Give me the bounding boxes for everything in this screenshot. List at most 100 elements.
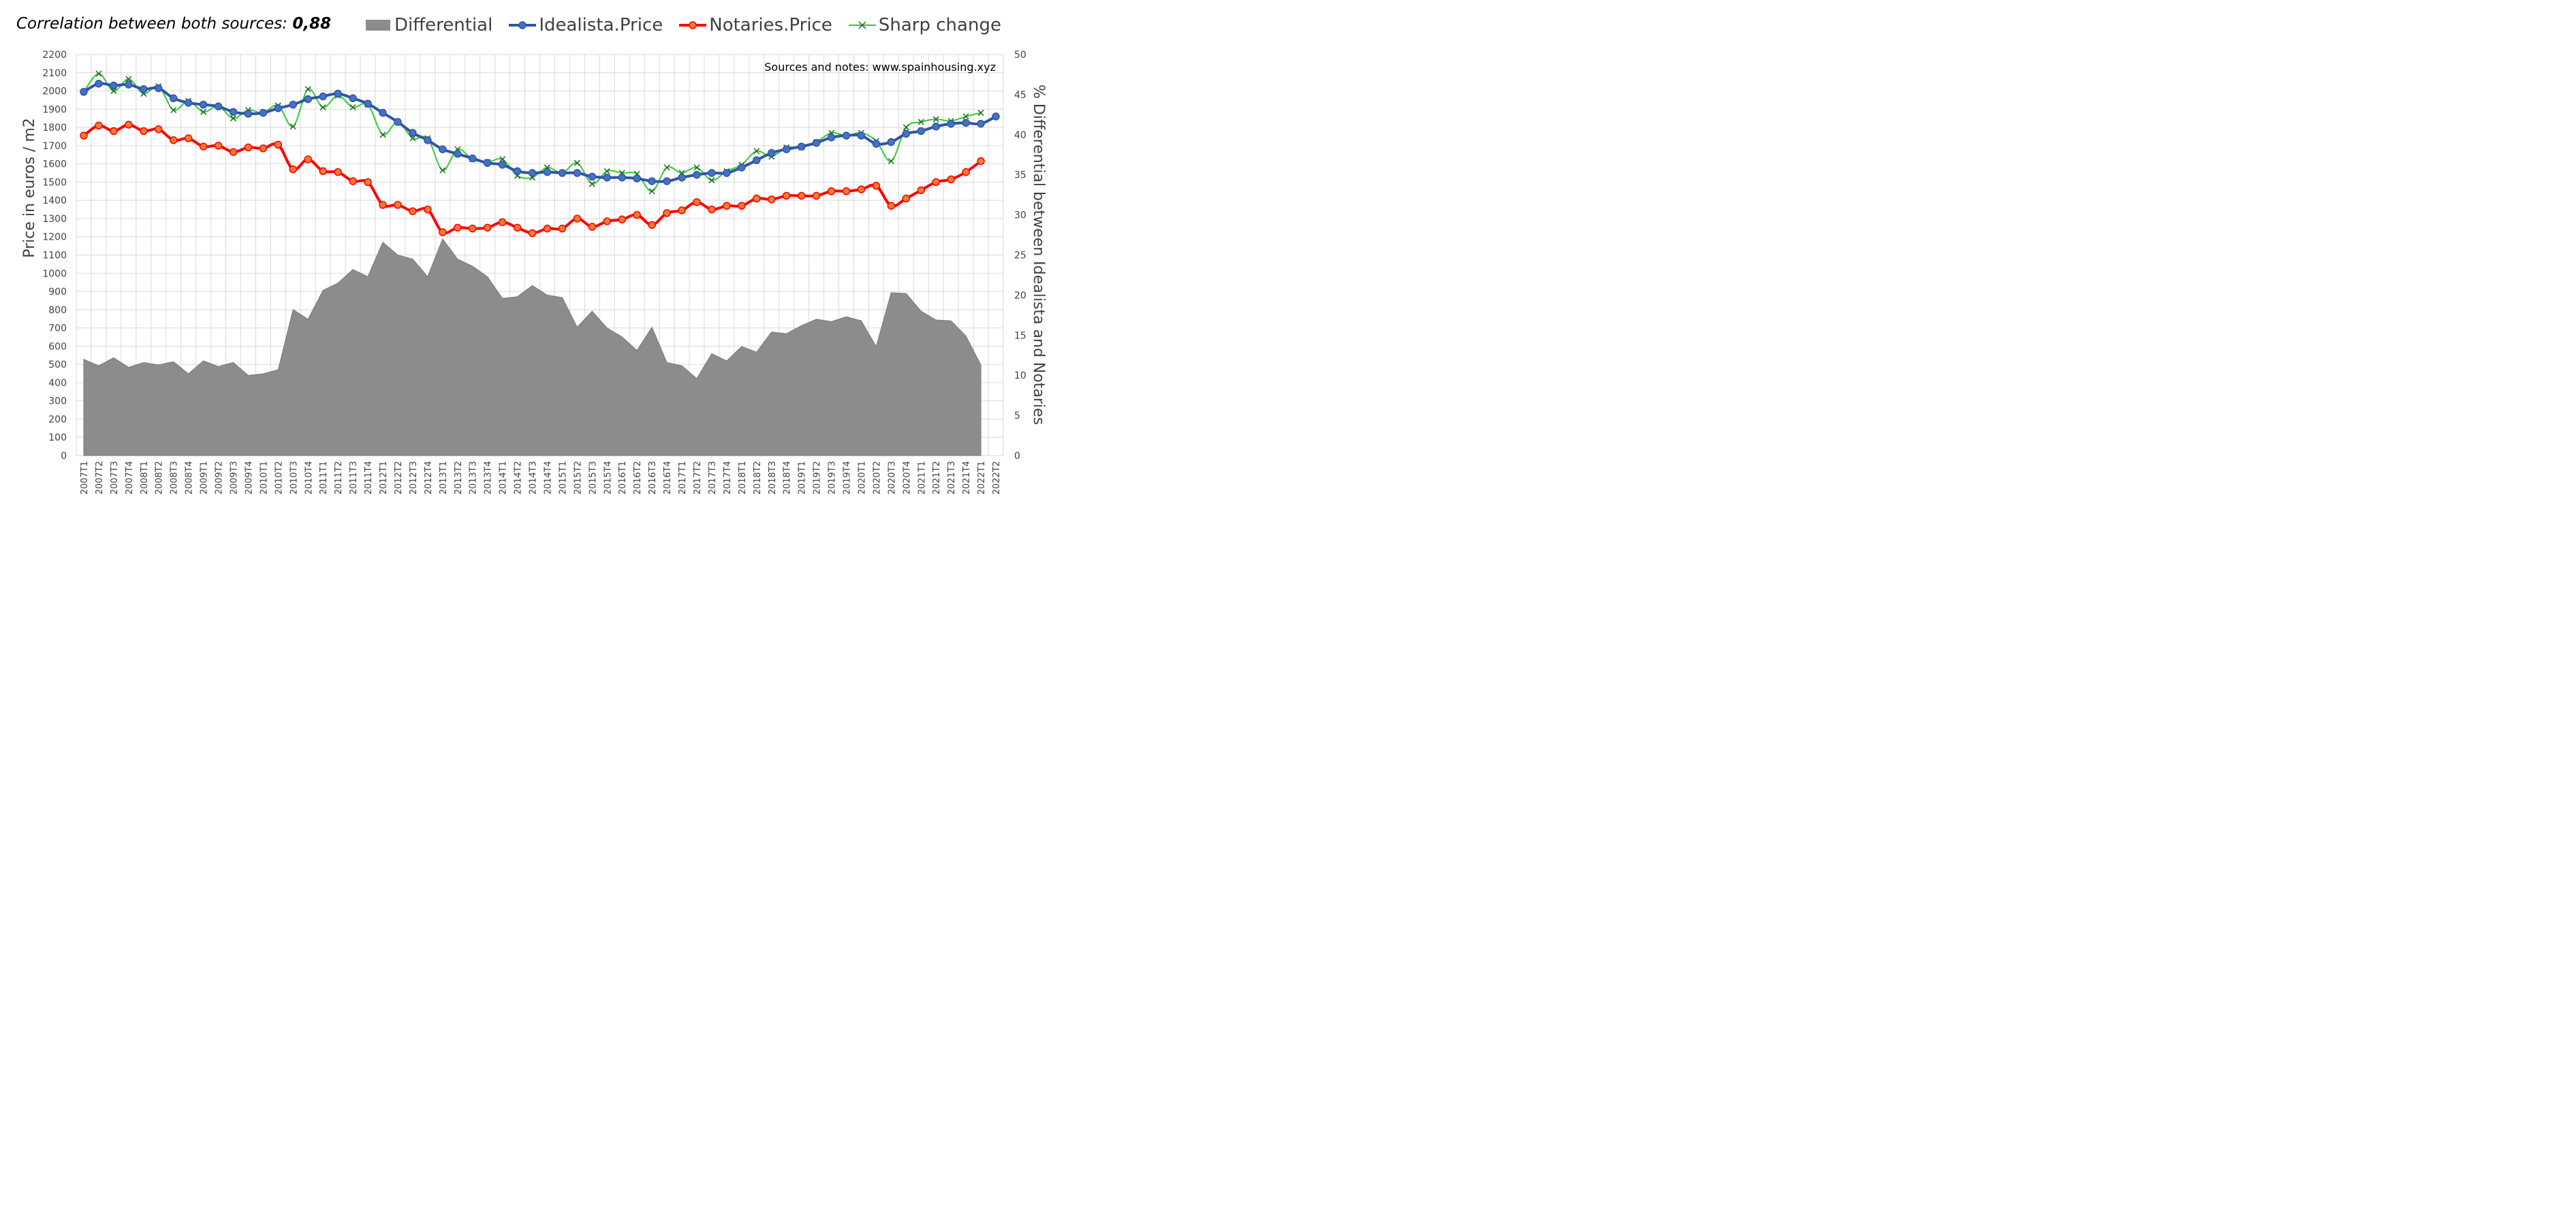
y2-tick-label: 45 <box>1014 90 1026 101</box>
x-tick-label: 2020T1 <box>857 461 867 494</box>
y-tick-label: 1200 <box>42 232 67 243</box>
idealista-price-point <box>483 159 492 168</box>
notaries-price-point <box>304 155 312 163</box>
legend-line-swatch <box>848 21 876 29</box>
x-tick-label: 2021T2 <box>932 461 942 494</box>
notaries-price-point <box>708 205 716 214</box>
idealista-price-point <box>439 145 447 153</box>
x-tick-label: 2011T4 <box>364 461 374 494</box>
idealista-price-point <box>468 154 477 163</box>
y-tick-label: 1100 <box>42 251 67 261</box>
x-tick-label: 2007T4 <box>125 461 135 494</box>
idealista-price-point <box>768 148 776 157</box>
y-tick-label: 1400 <box>42 195 67 206</box>
idealista-price-point <box>738 163 746 172</box>
x-tick-label: 2016T4 <box>663 461 673 494</box>
sources-note: Sources and notes: www.spainhousing.xyz <box>764 61 996 74</box>
legend-label: Differential <box>394 15 493 35</box>
idealista-price-point <box>962 118 970 127</box>
x-tick-label: 2011T2 <box>334 461 344 494</box>
y2-tick-label: 15 <box>1014 330 1026 341</box>
y-tick-label: 100 <box>48 432 67 443</box>
notaries-price-point <box>349 177 357 185</box>
x-tick-label: 2014T1 <box>499 461 509 494</box>
notaries-price-point <box>125 121 133 129</box>
y-tick-label: 1500 <box>42 177 67 188</box>
notaries-price-point <box>274 140 283 149</box>
y-tick-label: 0 <box>61 451 67 462</box>
sharp-change-point <box>648 188 655 195</box>
y2-tick-label: 0 <box>1014 451 1020 462</box>
y-tick-label: 700 <box>48 323 67 334</box>
y2-tick-label: 35 <box>1014 170 1026 181</box>
idealista-price-point <box>543 168 552 176</box>
x-tick-label: 2015T3 <box>588 461 598 494</box>
correlation-text: Correlation between both sources: 0,88 <box>16 15 331 33</box>
x-tick-label: 2013T4 <box>484 461 494 494</box>
x-tick-label: 2019T1 <box>798 461 808 494</box>
idealista-price-point <box>902 129 911 138</box>
notaries-price-point <box>498 218 507 227</box>
notaries-price-point <box>214 142 223 150</box>
x-tick-label: 2015T1 <box>558 461 568 494</box>
legend-label: Sharp change <box>878 15 1001 35</box>
x-tick-label: 2020T3 <box>887 461 897 494</box>
y2-tick-label: 50 <box>1014 50 1026 61</box>
y-tick-label: 2200 <box>42 50 67 61</box>
x-tick-label: 2009T1 <box>200 461 210 494</box>
x-tick-label: 2009T3 <box>229 461 239 494</box>
x-tick-label: 2020T2 <box>872 461 882 494</box>
idealista-price-point <box>663 177 671 185</box>
notaries-price-point <box>738 202 746 210</box>
x-tick-label: 2007T1 <box>80 461 90 494</box>
legend-item-differential: Differential <box>364 15 492 35</box>
sharp-change-point <box>574 159 580 166</box>
idealista-price-point <box>199 100 208 109</box>
x-tick-label: 2008T2 <box>155 461 165 494</box>
idealista-price-point <box>857 131 866 140</box>
notaries-price-point <box>95 121 103 130</box>
sharp-change-point <box>439 167 446 174</box>
idealista-price-point <box>379 108 387 117</box>
idealista-price-point <box>498 161 507 169</box>
notaries-price-point <box>633 210 641 219</box>
notaries-price-point <box>693 198 701 206</box>
idealista-price-point <box>992 112 1000 121</box>
idealista-price-point <box>184 99 193 107</box>
notaries-price-point <box>154 125 163 133</box>
idealista-price-point <box>782 145 791 153</box>
x-tick-label: 2015T2 <box>573 461 583 494</box>
y-tick-label: 2100 <box>42 68 67 79</box>
notaries-price-point <box>80 131 88 140</box>
left-axis-ticks: 0 100 200 300 400 500 600 700 800 900 1000 1100 1200… <box>42 50 67 462</box>
sharp-change-point <box>902 124 909 131</box>
idealista-price-point <box>319 92 327 101</box>
sharp-change-point <box>932 116 939 123</box>
y-tick-label: 900 <box>48 287 67 298</box>
sharp-change-point <box>693 164 700 171</box>
idealista-price-point <box>214 102 223 111</box>
idealista-price-point <box>304 95 312 104</box>
notaries-price-point <box>917 186 926 195</box>
x-tick-label: 2018T3 <box>768 461 778 494</box>
legend-item-sharp-change: Sharp change <box>848 15 1001 35</box>
notaries-price-point <box>723 202 731 210</box>
notaries-price-point <box>110 127 118 136</box>
notaries-price-point <box>902 194 911 203</box>
x-tick-label: 2011T1 <box>319 461 329 494</box>
sharp-change-point <box>888 158 894 165</box>
notaries-price-point <box>319 167 327 176</box>
sharp-change-point <box>603 168 610 174</box>
idealista-price-point <box>977 119 985 128</box>
notaries-price-point <box>782 191 791 200</box>
sharp-change-point <box>409 135 416 142</box>
x-tick-label: 2010T2 <box>274 461 284 494</box>
x-tick-label: 2008T4 <box>185 461 195 494</box>
idealista-price-point <box>753 156 761 165</box>
sharp-change-point <box>663 164 670 171</box>
sharp-change-point <box>200 108 207 115</box>
x-tick-label: 2010T4 <box>304 461 314 494</box>
idealista-price-point <box>229 108 238 116</box>
notaries-price-point <box>947 175 955 184</box>
legend-item-notaries: Notaries.Price <box>679 15 832 35</box>
